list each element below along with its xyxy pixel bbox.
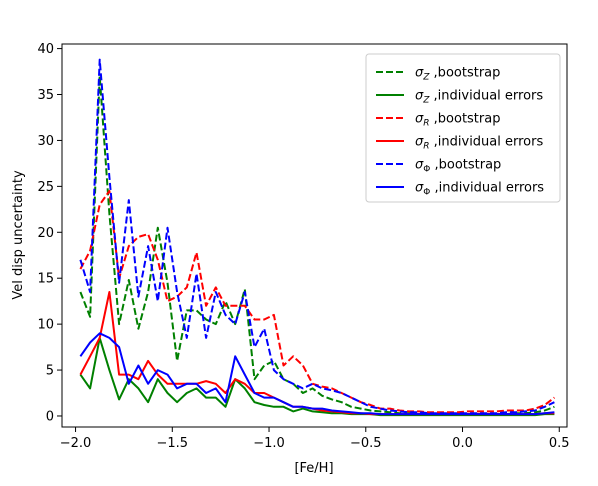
legend-label: σZ ,bootstrap xyxy=(415,66,500,83)
x-axis-label: [Fe/H] xyxy=(294,461,333,476)
x-tick-label: −1.5 xyxy=(156,436,188,451)
y-tick-label: 25 xyxy=(37,180,54,195)
series-line-5 xyxy=(79,332,555,416)
legend-label: σΦ ,individual errors xyxy=(415,181,544,198)
x-tick-label: −0.5 xyxy=(350,436,382,451)
legend-frame xyxy=(365,53,561,203)
x-tick-label: −1.0 xyxy=(253,436,285,451)
y-axis: 0 5 10 15 20 25 30 35 40 xyxy=(37,42,62,424)
legend-label: σR ,individual errors xyxy=(415,135,543,152)
legend-label: σZ ,individual errors xyxy=(415,89,543,106)
legend-label: σR ,bootstrap xyxy=(415,112,500,129)
axes-frame xyxy=(61,43,568,428)
legend: σZ ,bootstrap σZ ,individual errors σR ,bo… xyxy=(365,53,561,203)
x-tick-label: −2.0 xyxy=(60,436,92,451)
y-tick-label: 5 xyxy=(46,364,54,379)
y-tick-label: 35 xyxy=(37,88,54,103)
x-axis: −2.0 −1.5 −1.0 −0.5 0.0 0.5 xyxy=(60,427,570,451)
y-tick-label: 20 xyxy=(37,226,54,241)
legend-label: σΦ ,bootstrap xyxy=(415,158,501,175)
y-axis-label: Vel disp uncertainty xyxy=(11,170,26,300)
x-tick-label: 0.5 xyxy=(549,436,570,451)
y-tick-label: 40 xyxy=(37,42,54,57)
y-tick-label: 30 xyxy=(37,134,54,149)
y-tick-label: 15 xyxy=(37,272,54,287)
series-line-1 xyxy=(79,336,555,417)
y-tick-label: 0 xyxy=(46,409,54,424)
y-tick-label: 10 xyxy=(37,318,54,333)
x-tick-label: 0.0 xyxy=(452,436,473,451)
plot-lines xyxy=(79,58,556,417)
